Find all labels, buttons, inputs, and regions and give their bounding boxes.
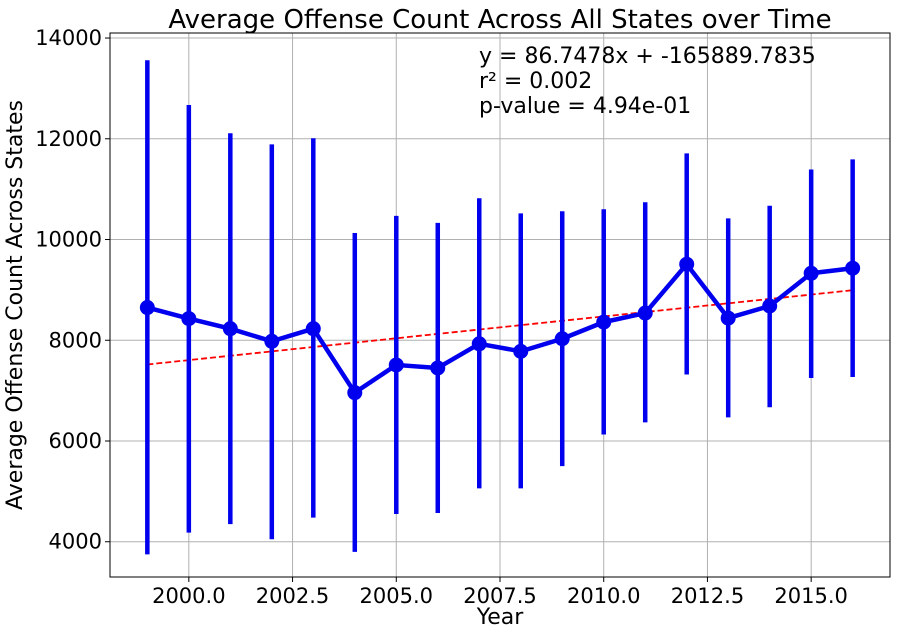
regression-equation: y = 86.7478x + -165889.7835 — [479, 44, 816, 69]
x-tick-label: 2010.0 — [567, 584, 640, 608]
data-point — [471, 336, 487, 352]
axis-ticks: 2000.0 2002.5 2005.0 2007.5 2010.0 2012.5 2015… — [35, 26, 848, 608]
data-point — [181, 311, 197, 327]
y-tick-label: 14000 — [35, 26, 102, 50]
x-tick-label: 2015.0 — [774, 584, 847, 608]
y-tick-label: 6000 — [49, 429, 102, 453]
y-tick-label: 12000 — [35, 127, 102, 151]
data-point — [388, 357, 404, 373]
data-point — [139, 300, 155, 316]
x-tick-label: 2007.5 — [463, 584, 536, 608]
x-tick-label: 2005.0 — [360, 584, 433, 608]
trendline — [147, 289, 853, 366]
regression-p-value: p-value = 4.94e-01 — [479, 94, 691, 119]
x-tick-label: 2012.5 — [671, 584, 744, 608]
y-tick-label: 10000 — [35, 228, 102, 252]
data-point — [347, 385, 363, 401]
data-point — [762, 298, 778, 314]
data-point — [845, 260, 861, 276]
data-point — [554, 331, 570, 347]
series-points — [139, 256, 861, 401]
data-point — [596, 314, 612, 330]
y-tick-label: 4000 — [49, 530, 102, 554]
data-point — [513, 343, 529, 359]
y-tick-label: 8000 — [49, 328, 102, 352]
y-axis-label: Average Offense Count Across States — [3, 100, 28, 510]
data-point — [430, 360, 446, 376]
x-tick-label: 2000.0 — [152, 584, 225, 608]
x-axis-label: Year — [476, 605, 525, 630]
data-point — [264, 333, 280, 349]
data-point — [803, 265, 819, 281]
data-point — [305, 321, 321, 337]
data-point — [720, 310, 736, 326]
data-point — [222, 321, 238, 337]
regression-r-squared: r² = 0.002 — [479, 69, 592, 94]
regression-annotation: y = 86.7478x + -165889.7835 r² = 0.002 p… — [479, 44, 816, 119]
trendline-segment — [147, 289, 853, 366]
chart-title: Average Offense Count Across All States … — [168, 5, 831, 35]
x-tick-label: 2002.5 — [256, 584, 329, 608]
data-point — [679, 256, 695, 272]
data-point — [637, 305, 653, 321]
